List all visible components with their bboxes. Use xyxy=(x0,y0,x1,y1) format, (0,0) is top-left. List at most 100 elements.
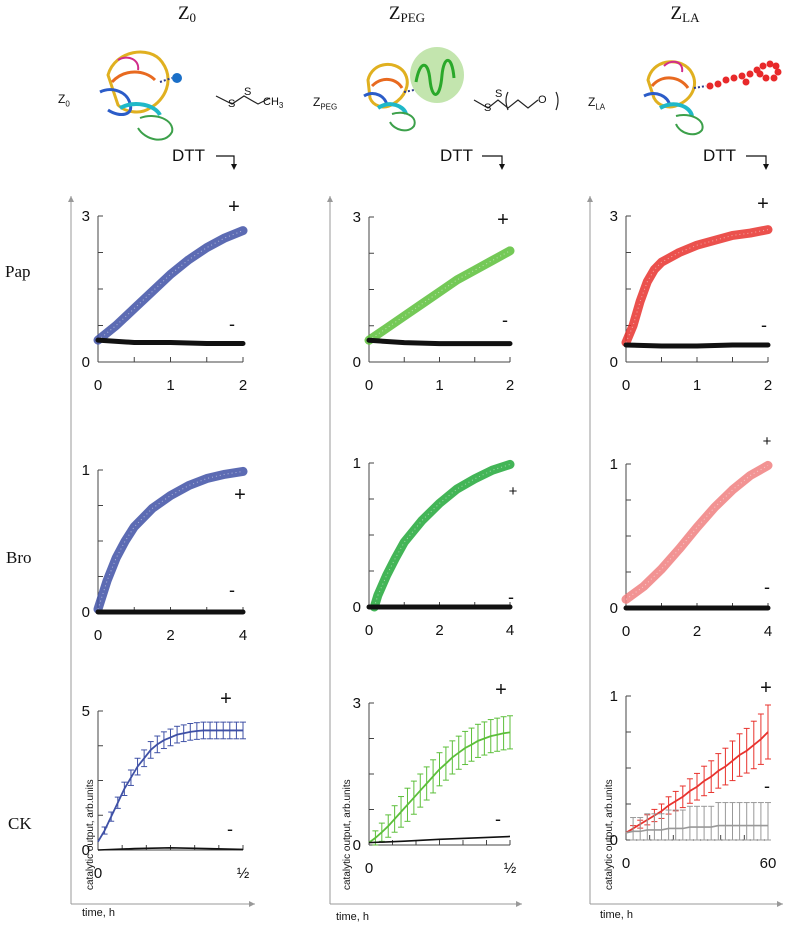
column-x-axis-arrow xyxy=(249,901,255,907)
row-label-pap: Pap xyxy=(5,262,31,281)
dtt-label-zla: DTT xyxy=(703,146,737,165)
z0-disulfide-structure xyxy=(215,95,271,105)
y-tick-label: 3 xyxy=(82,208,90,225)
zpeg-side-label: ZPEG xyxy=(313,95,338,112)
series-band-minus xyxy=(623,342,771,349)
y-tick-label: 0 xyxy=(610,832,618,849)
series-texture xyxy=(625,229,769,343)
column-x-axis-arrow xyxy=(777,901,783,907)
minus-label: - xyxy=(502,310,508,330)
chart-pap-z0: 3 00 1 2 + - xyxy=(82,196,248,394)
minus-label: - xyxy=(227,819,233,839)
minus-label: - xyxy=(229,580,235,600)
series-band-minus xyxy=(95,337,246,347)
dtt-label-zpeg: DTT xyxy=(440,146,474,165)
zpeg-chem-o: O xyxy=(538,94,547,106)
column-header-zpeg: ZPEG xyxy=(388,3,426,25)
column-y-axis-arrow xyxy=(587,196,593,202)
series-line-plus xyxy=(97,729,243,843)
column-y-axis-arrow xyxy=(327,196,333,202)
series-line-plus xyxy=(368,731,511,844)
chart-pap-zpeg: 3 00 1 2 + - xyxy=(353,209,515,394)
series-band-plus xyxy=(93,466,248,614)
y-tick-label: 0 xyxy=(353,354,361,371)
x-tick-label: 4 xyxy=(506,622,514,639)
x-tick-label: 1 xyxy=(435,377,443,394)
series-band-plus xyxy=(364,246,515,345)
x-tick-label: 2 xyxy=(764,377,772,394)
dtt-label-z0: DTT xyxy=(172,146,206,165)
y-tick-label: 1 xyxy=(353,455,361,472)
chart-bro-zpeg: 1 00 2 4 + - xyxy=(353,455,518,639)
y-tick-label: 3 xyxy=(610,208,618,225)
x-tick-label: 0 xyxy=(365,622,373,639)
y-axis-title-z0: catalytic output, arb.units xyxy=(85,779,96,890)
y-tick-label: 0 xyxy=(82,354,90,371)
series-band-plus xyxy=(621,225,773,348)
dtt-arrow-z0 xyxy=(216,155,237,170)
y-tick-label: 3 xyxy=(353,209,361,226)
series-line-minus xyxy=(97,846,244,851)
zpeg-peg-structure xyxy=(473,91,559,111)
y-tick-label: 1 xyxy=(610,688,618,705)
series-band-minus xyxy=(366,337,513,347)
x-tick-label: 0 xyxy=(94,377,102,394)
x-tick-label: 0 xyxy=(622,377,630,394)
plus-label: + xyxy=(495,679,507,701)
x-tick-label: 2 xyxy=(506,377,514,394)
plus-label: + xyxy=(760,677,772,699)
x-tick-label: 1 xyxy=(693,377,701,394)
column-x-axis-arrow xyxy=(516,901,522,907)
series-texture xyxy=(625,465,769,600)
z0-chem-s1: S xyxy=(228,98,236,110)
x-tick-label: 2 xyxy=(166,627,174,644)
column-y-axis-arrow xyxy=(68,196,74,202)
x-tick-label: 0 xyxy=(365,377,373,394)
y-axis-title-zpeg: catalytic output, arb.units xyxy=(342,779,353,890)
x-tick-label: 4 xyxy=(764,623,772,640)
dtt-arrow-zla xyxy=(746,155,769,170)
z0-chem-ch3: CH3 xyxy=(263,96,284,111)
row-label-ck: CK xyxy=(8,814,32,833)
column-header-z0: Z0 xyxy=(177,3,197,25)
plus-label: + xyxy=(234,484,246,506)
series-texture xyxy=(368,250,511,341)
y-tick-label: 1 xyxy=(82,462,90,479)
series-texture xyxy=(97,230,244,341)
x-tick-label: ½ xyxy=(237,865,250,882)
minus-label: - xyxy=(764,776,770,796)
protein-z0-image xyxy=(99,50,182,141)
plus-label: + xyxy=(763,433,772,450)
x-tick-label: 2 xyxy=(435,622,443,639)
plus-label: + xyxy=(220,688,232,710)
chart-pap-zla: 3 00 1 2 + - xyxy=(610,193,773,394)
minus-label: - xyxy=(495,809,501,829)
y-tick-label: 0 xyxy=(610,600,618,617)
x-tick-label: 0 xyxy=(94,627,102,644)
y-tick-label: 0 xyxy=(82,604,90,621)
y-tick-label: 3 xyxy=(353,695,361,712)
z0-chem-s2: S xyxy=(244,86,252,98)
zpeg-chem-s1: S xyxy=(484,102,492,114)
protein-illustrations xyxy=(99,47,782,170)
series-line-minus xyxy=(368,835,511,844)
plus-label: + xyxy=(509,483,518,500)
y-axis-title-zla: catalytic output, arb.units xyxy=(604,779,615,890)
protein-zla-image xyxy=(643,60,782,136)
x-tick-label: 4 xyxy=(239,627,247,644)
series-texture xyxy=(373,463,511,608)
series-band-plus xyxy=(369,459,515,612)
chart-bro-z0: 1 00 2 4 + - xyxy=(82,462,248,644)
column-header-zla: ZLA xyxy=(670,3,700,25)
minus-label: - xyxy=(764,577,770,597)
x-tick-label: 2 xyxy=(239,377,247,394)
x-tick-label: 0 xyxy=(622,855,630,872)
x-tick-label: 0 xyxy=(94,865,102,882)
chart-ck-z0: 5 00 ½ + - xyxy=(82,688,250,882)
protein-zpeg-image xyxy=(363,47,464,132)
column-axes xyxy=(68,196,783,907)
chart-ck-zla: 1 00 60 + - xyxy=(610,677,777,872)
y-tick-label: 0 xyxy=(82,842,90,859)
series-band-plus xyxy=(621,460,773,604)
x-axis-title-z0: time, h xyxy=(82,907,115,919)
